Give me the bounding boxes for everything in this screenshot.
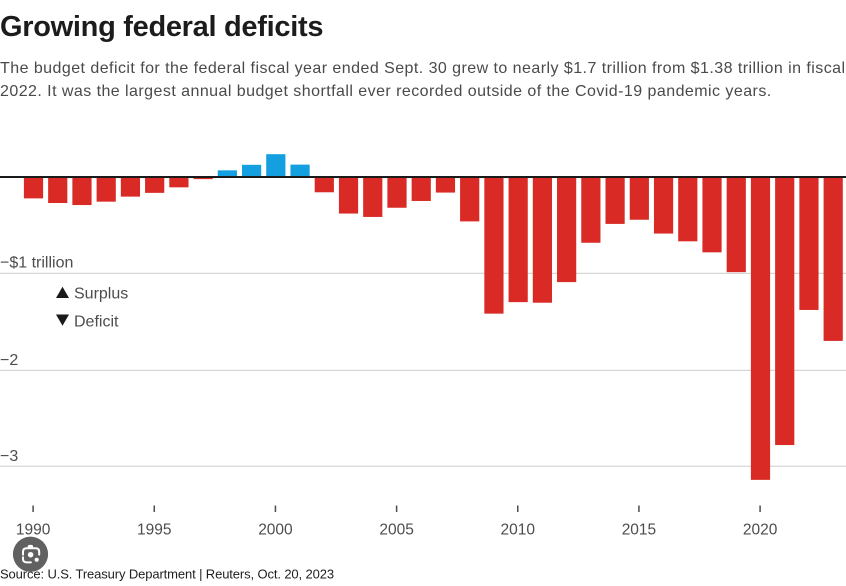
svg-text:2020: 2020	[743, 522, 778, 539]
svg-text:−3: −3	[0, 448, 18, 465]
svg-text:Surplus: Surplus	[74, 286, 128, 303]
svg-text:Deficit: Deficit	[74, 314, 119, 331]
svg-text:1995: 1995	[137, 522, 171, 539]
svg-text:−$1 trillion: −$1 trillion	[0, 255, 73, 272]
svg-text:2000: 2000	[258, 522, 293, 539]
svg-text:2010: 2010	[501, 522, 536, 539]
svg-text:2015: 2015	[622, 522, 656, 539]
svg-text:Source: U.S. Treasury Departme: Source: U.S. Treasury Department | Reute…	[0, 567, 334, 582]
svg-text:1990: 1990	[16, 522, 51, 539]
svg-text:2005: 2005	[379, 522, 413, 539]
svg-text:−2: −2	[0, 352, 18, 369]
